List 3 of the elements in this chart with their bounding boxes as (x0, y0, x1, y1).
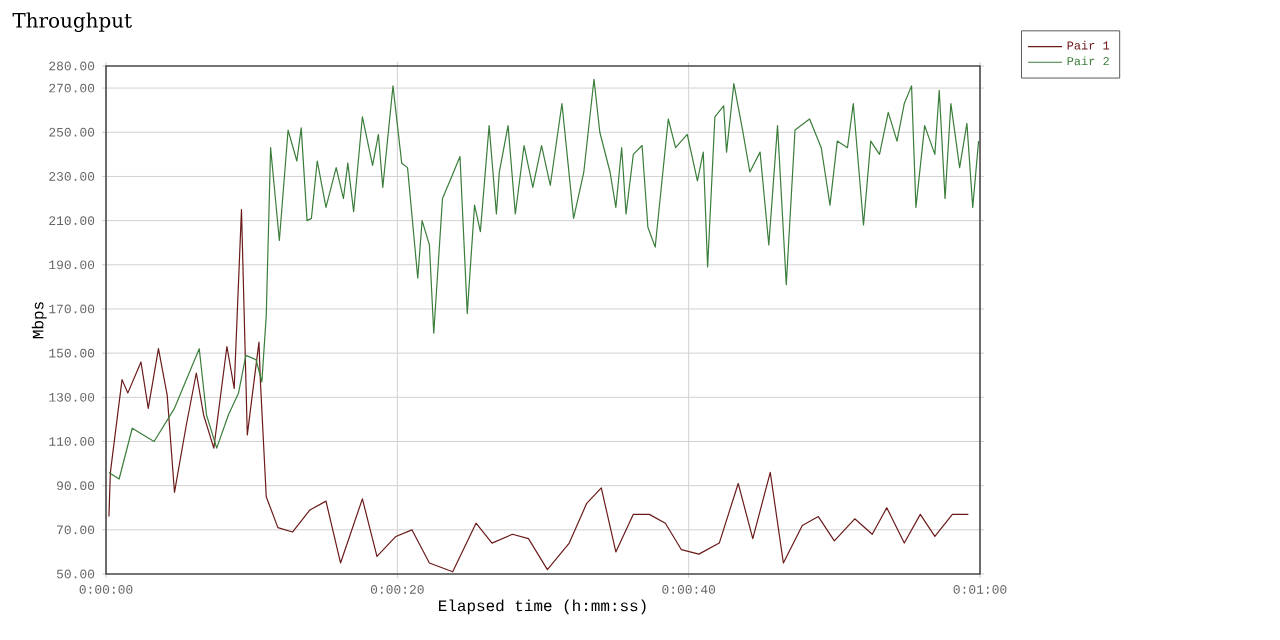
line-series (108, 78, 980, 480)
line-series (108, 208, 969, 573)
chart-title: Throughput (12, 12, 132, 32)
